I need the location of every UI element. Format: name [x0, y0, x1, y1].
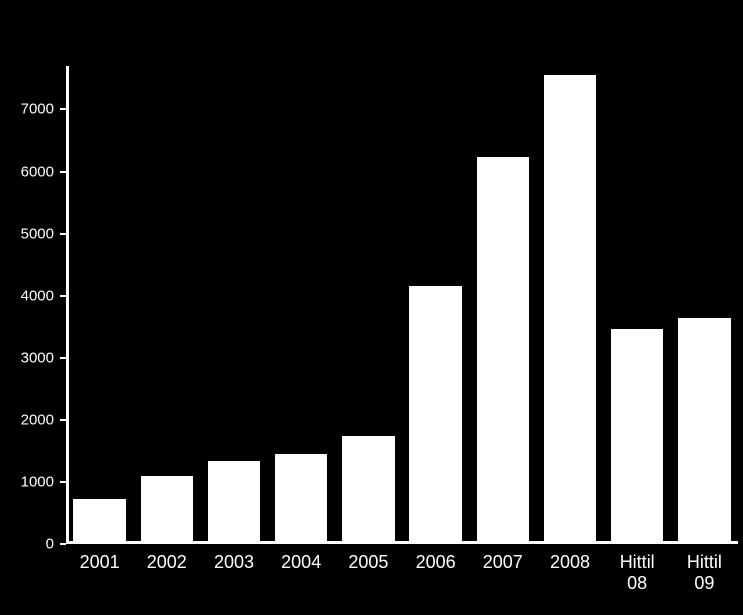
- bar: [409, 286, 461, 544]
- x-tick-label: 2003: [214, 552, 254, 573]
- x-tick-label: 2002: [147, 552, 187, 573]
- bar: [678, 318, 730, 544]
- y-tick-label: 1000: [0, 473, 54, 490]
- bar: [611, 329, 663, 544]
- y-tick-mark: [60, 357, 66, 359]
- y-tick-mark: [60, 295, 66, 297]
- bar: [208, 461, 260, 544]
- y-tick-label: 0: [0, 536, 54, 553]
- bar: [342, 436, 394, 544]
- x-tick-label: 2005: [348, 552, 388, 573]
- bar-chart: 0 1000 2000 3000 4000 5000 6000 7000 2001 2002 200…: [0, 0, 743, 615]
- bar: [477, 157, 529, 544]
- y-tick-label: 5000: [0, 225, 54, 242]
- y-tick-label: 6000: [0, 163, 54, 180]
- y-tick-label: 2000: [0, 411, 54, 428]
- y-tick-mark: [60, 419, 66, 421]
- y-tick-mark: [60, 171, 66, 173]
- bar: [275, 454, 327, 544]
- bar: [73, 499, 125, 544]
- y-tick-mark: [60, 108, 66, 110]
- y-tick-label: 7000: [0, 101, 54, 118]
- bar: [544, 75, 596, 544]
- x-tick-label: 2007: [483, 552, 523, 573]
- y-tick-label: 4000: [0, 287, 54, 304]
- x-tick-label: Hittil 09: [687, 552, 722, 593]
- x-tick-label: 2004: [281, 552, 321, 573]
- y-tick-mark: [60, 233, 66, 235]
- x-tick-label: Hittil 08: [620, 552, 655, 593]
- y-tick-mark: [60, 481, 66, 483]
- x-tick-label: 2006: [416, 552, 456, 573]
- x-tick-label: 2001: [80, 552, 120, 573]
- bar: [141, 476, 193, 544]
- y-tick-label: 3000: [0, 349, 54, 366]
- x-tick-label: 2008: [550, 552, 590, 573]
- y-tick-mark: [60, 543, 66, 545]
